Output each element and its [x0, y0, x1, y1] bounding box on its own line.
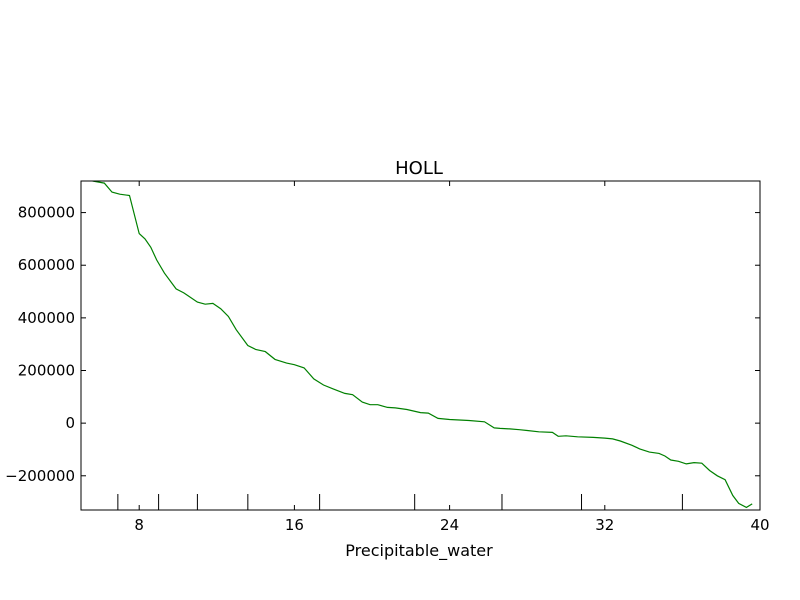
x-tick-label: 32 — [595, 516, 614, 534]
y-tick-label: 600000 — [18, 256, 75, 274]
y-tick-label: 200000 — [18, 362, 75, 380]
y-tick-label: −200000 — [5, 467, 75, 485]
x-axis-label: Precipitable_water — [345, 541, 493, 561]
y-tick-label: 0 — [65, 414, 75, 432]
x-tick-label: 16 — [285, 516, 304, 534]
x-tick-label: 40 — [750, 516, 769, 534]
y-axis: −200000 0 200000 400000 600000 800000 — [5, 204, 760, 485]
plot-area — [92, 181, 753, 509]
x-tick-label: 8 — [134, 516, 144, 534]
x-tick-label: 24 — [440, 516, 459, 534]
x-axis: 8 16 24 32 40 — [134, 181, 770, 534]
series-line-0 — [92, 181, 753, 509]
chart-title: HOLL — [395, 158, 443, 179]
y-tick-label: 400000 — [18, 309, 75, 327]
plot-frame — [80, 180, 761, 511]
rug-marks — [117, 494, 683, 510]
y-tick-label: 800000 — [18, 204, 75, 222]
